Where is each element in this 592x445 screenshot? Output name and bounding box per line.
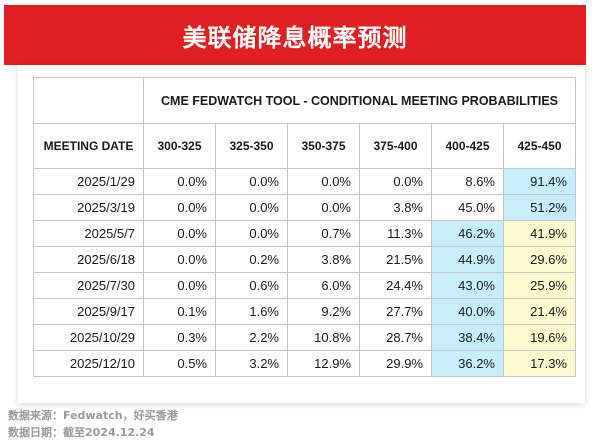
table-body: 2025/1/29 0.0% 0.0% 0.0% 0.0% 8.6% 91.4% 2025/3… xyxy=(33,168,576,377)
probability-cell: 0.0% xyxy=(143,246,216,273)
meeting-date-cell: 2025/7/30 xyxy=(33,272,144,299)
probability-cell: 0.7% xyxy=(287,220,360,247)
probability-cell: 45.0% xyxy=(431,194,504,221)
probability-cell: 0.1% xyxy=(143,298,216,325)
title-banner: 美联储降息概率预测 xyxy=(4,5,586,65)
column-header: 400-425 xyxy=(431,123,504,169)
fedwatch-table-panel: CME FEDWATCH TOOL - CONDITIONAL MEETING … xyxy=(18,65,585,403)
probability-cell: 0.5% xyxy=(143,350,216,377)
meeting-date-cell: 2025/10/29 xyxy=(33,324,144,351)
table-row: 2025/3/19 0.0% 0.0% 0.0% 3.8% 45.0% 51.2% xyxy=(33,194,576,221)
table-row: 2025/9/17 0.1% 1.6% 9.2% 27.7% 40.0% 21.4% xyxy=(33,298,576,325)
probability-cell: 0.0% xyxy=(143,194,216,221)
column-header-row: MEETING DATE 300-325 325-350 350-375 375… xyxy=(33,123,576,169)
column-header: 300-325 xyxy=(143,123,216,169)
probability-cell: 6.0% xyxy=(287,272,360,299)
table-row: 2025/10/29 0.3% 2.2% 10.8% 28.7% 38.4% 19.6% xyxy=(33,324,576,351)
probability-cell: 46.2% xyxy=(431,220,504,247)
probability-cell: 91.4% xyxy=(503,168,576,195)
probability-cell: 0.0% xyxy=(143,168,216,195)
probability-cell: 0.6% xyxy=(215,272,288,299)
probability-cell: 9.2% xyxy=(287,298,360,325)
table-row: 2025/5/7 0.0% 0.0% 0.7% 11.3% 46.2% 41.9% xyxy=(33,220,576,247)
meeting-date-cell: 2025/3/19 xyxy=(33,194,144,221)
probability-cell: 0.0% xyxy=(215,168,288,195)
column-header: 375-400 xyxy=(359,123,432,169)
tool-title-row: CME FEDWATCH TOOL - CONDITIONAL MEETING … xyxy=(33,77,576,124)
column-header: 425-450 xyxy=(503,123,576,169)
meeting-date-cell: 2025/6/18 xyxy=(33,246,144,273)
probability-cell: 2.2% xyxy=(215,324,288,351)
table-row: 2025/12/10 0.5% 3.2% 12.9% 29.9% 36.2% 17.3% xyxy=(33,350,576,377)
corner-cell xyxy=(33,77,144,124)
probability-cell: 19.6% xyxy=(503,324,576,351)
probability-cell: 0.0% xyxy=(287,194,360,221)
probability-cell: 3.8% xyxy=(287,246,360,273)
probability-cell: 41.9% xyxy=(503,220,576,247)
probability-cell: 28.7% xyxy=(359,324,432,351)
page-title: 美联储降息概率预测 xyxy=(182,23,408,52)
source-note: 数据来源：Fedwatch，好买香港 xyxy=(8,409,178,422)
table-row: 2025/7/30 0.0% 0.6% 6.0% 24.4% 43.0% 25.9% xyxy=(33,272,576,299)
probability-cell: 27.7% xyxy=(359,298,432,325)
probability-cell: 12.9% xyxy=(287,350,360,377)
probability-cell: 25.9% xyxy=(503,272,576,299)
probability-cell: 0.0% xyxy=(359,168,432,195)
meeting-date-cell: 2025/1/29 xyxy=(33,168,144,195)
probability-cell: 10.8% xyxy=(287,324,360,351)
tool-title: CME FEDWATCH TOOL - CONDITIONAL MEETING … xyxy=(143,77,576,124)
date-note: 数据日期：截至2024.12.24 xyxy=(8,426,155,439)
probability-cell: 0.3% xyxy=(143,324,216,351)
probability-cell: 17.3% xyxy=(503,350,576,377)
meeting-date-cell: 2025/12/10 xyxy=(33,350,144,377)
probability-cell: 3.8% xyxy=(359,194,432,221)
probability-cell: 29.6% xyxy=(503,246,576,273)
table-row: 2025/1/29 0.0% 0.0% 0.0% 0.0% 8.6% 91.4% xyxy=(33,168,576,195)
probability-cell: 8.6% xyxy=(431,168,504,195)
column-header: 350-375 xyxy=(287,123,360,169)
probability-cell: 0.0% xyxy=(215,194,288,221)
probability-cell: 40.0% xyxy=(431,298,504,325)
probability-cell: 0.2% xyxy=(215,246,288,273)
probability-cell: 29.9% xyxy=(359,350,432,377)
column-header: 325-350 xyxy=(215,123,288,169)
probability-cell: 1.6% xyxy=(215,298,288,325)
probability-cell: 24.4% xyxy=(359,272,432,299)
probability-cell: 44.9% xyxy=(431,246,504,273)
probability-cell: 3.2% xyxy=(215,350,288,377)
meeting-date-header: MEETING DATE xyxy=(33,123,144,169)
probability-cell: 0.0% xyxy=(143,272,216,299)
probability-cell: 36.2% xyxy=(431,350,504,377)
meeting-date-cell: 2025/9/17 xyxy=(33,298,144,325)
table-row: 2025/6/18 0.0% 0.2% 3.8% 21.5% 44.9% 29.6% xyxy=(33,246,576,273)
probability-cell: 21.4% xyxy=(503,298,576,325)
probability-cell: 0.0% xyxy=(215,220,288,247)
probability-cell: 43.0% xyxy=(431,272,504,299)
probability-cell: 21.5% xyxy=(359,246,432,273)
probability-cell: 38.4% xyxy=(431,324,504,351)
probability-table: CME FEDWATCH TOOL - CONDITIONAL MEETING … xyxy=(33,77,576,377)
probability-cell: 11.3% xyxy=(359,220,432,247)
meeting-date-cell: 2025/5/7 xyxy=(33,220,144,247)
probability-cell: 0.0% xyxy=(287,168,360,195)
probability-cell: 51.2% xyxy=(503,194,576,221)
probability-cell: 0.0% xyxy=(143,220,216,247)
